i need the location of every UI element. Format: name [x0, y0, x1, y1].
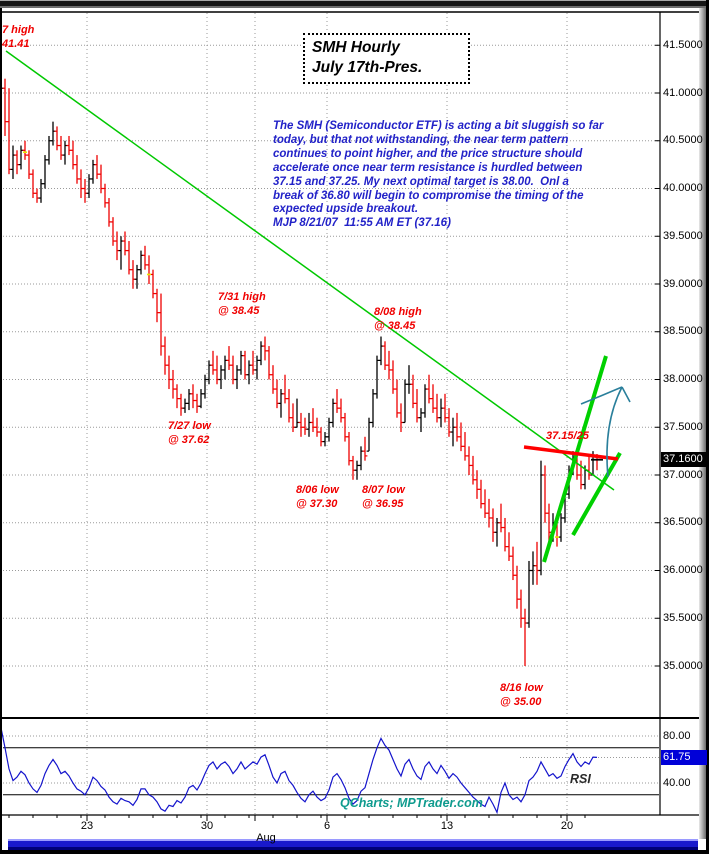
price-axis-label: 35.0000 [663, 659, 703, 672]
commentary-line: break of 36.80 will begin to compromise … [273, 189, 584, 202]
swing-annotation: 8/08 high @ 38.45 [374, 306, 422, 332]
price-axis-label: 39.0000 [663, 277, 703, 290]
projection-arrow [621, 386, 631, 403]
price-axis-label: 38.5000 [663, 325, 703, 338]
commentary-line: accelerate once near term resistance is … [273, 161, 583, 174]
commentary-line: today, but that not withstanding, the ne… [273, 133, 569, 146]
swing-annotation: 7/27 low @ 37.62 [168, 420, 211, 446]
rsi-pane-label: RSI [570, 772, 591, 786]
swing-annotation: 37.15/25 [546, 430, 589, 442]
projection-arrow [606, 386, 623, 478]
time-axis-label: 6 [323, 820, 331, 832]
commentary-line: The SMH (Semiconductor ETF) is acting a … [273, 120, 604, 132]
swing-annotation: 7/31 high @ 38.45 [218, 291, 266, 317]
projection-arrow [580, 386, 623, 405]
price-axis-label: 41.5000 [663, 38, 703, 51]
price-axis-label: 36.0000 [663, 564, 703, 576]
horizontal-scrollbar[interactable] [8, 839, 698, 850]
time-axis-label: 30 [200, 820, 214, 832]
window-left-border [0, 8, 2, 854]
price-axis-label: 36.5000 [663, 516, 703, 529]
analyst-commentary: The SMH (Semiconductor ETF) is acting a … [273, 120, 603, 231]
chart-title-line1: SMH Hourly [312, 39, 400, 56]
swing-annotation: 8/16 low @ 35.00 [500, 682, 543, 708]
last-price-tag: 37.1600 [661, 452, 707, 468]
commentary-line: expected upside breakout. [273, 203, 419, 216]
price-axis-label: 40.0000 [663, 182, 703, 194]
chart-title-line2: July 17th-Pres. [312, 59, 423, 76]
long-downtrend-trendline [5, 50, 615, 491]
provider-credit: QCharts; MPTrader.com [340, 796, 483, 810]
rsi-line [0, 727, 598, 815]
price-axis-label: 40.5000 [663, 134, 703, 147]
channel-upper-trendline [542, 355, 608, 563]
price-axis-label: 38.0000 [663, 373, 703, 385]
time-axis-label: 20 [560, 820, 574, 832]
time-axis-label: 23 [80, 820, 94, 832]
swing-annotation: 7 high 41.41 [2, 24, 35, 50]
rsi-current-tag: 61.75 [661, 749, 707, 765]
window-right-border [706, 0, 709, 854]
swing-annotation: 8/06 low @ 37.30 [296, 484, 339, 510]
vertical-scrollbar[interactable] [699, 8, 706, 839]
price-axis-label: 39.5000 [663, 229, 703, 242]
price-axis-label: 37.0000 [663, 468, 703, 481]
window-top-border [0, 0, 709, 8]
commentary-line: 37.15 and 37.25. My next optimal target … [273, 175, 569, 188]
commentary-line: MJP 8/21/07 11:55 AM ET (37.16) [273, 217, 451, 230]
price-axis-label: 37.5000 [663, 420, 703, 433]
rsi-axis-label: 80.00 [663, 729, 691, 742]
resistance-trendline [523, 445, 619, 461]
chart-title-box: SMH Hourly July 17th-Pres. [303, 33, 470, 84]
window-bottom-border [0, 850, 709, 854]
channel-lower-trendline [571, 452, 622, 536]
price-axis-label: 41.0000 [663, 86, 703, 99]
commentary-line: continues to point higher, and the price… [273, 147, 583, 160]
swing-annotation: 8/07 low @ 36.95 [362, 484, 405, 510]
price-axis-label: 35.5000 [663, 611, 703, 624]
time-axis-label: 13 [440, 820, 454, 832]
rsi-axis-label: 40.00 [663, 776, 691, 789]
month-axis-label: Aug [256, 832, 276, 844]
